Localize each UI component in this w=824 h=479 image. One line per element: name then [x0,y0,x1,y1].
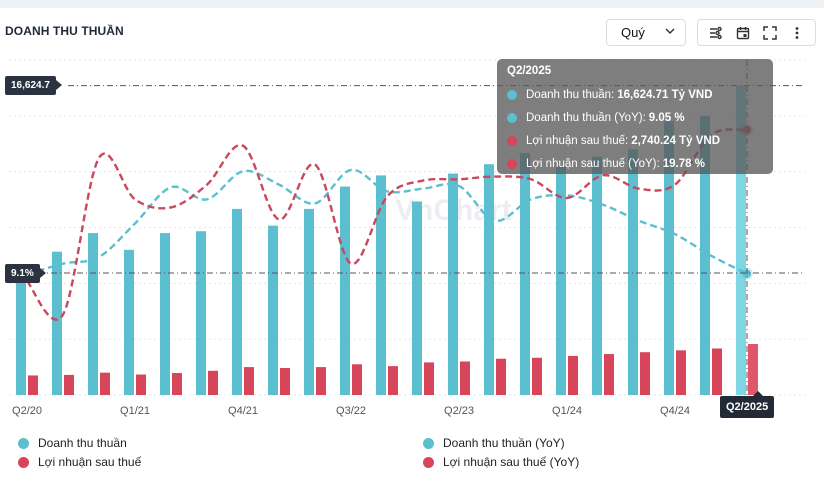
bar-profit [64,374,74,395]
legend-label: Lợi nhuận sau thuế (YoY) [443,455,580,469]
tooltip-row: Lợi nhuận sau thuế: 2,740.24 Tỷ VND [507,129,773,152]
bar-profit [388,366,398,395]
bar-profit [496,358,506,395]
x-tick-label: Q4/24 [660,405,690,417]
more-vertical-icon[interactable] [787,23,807,43]
settings-icon[interactable] [706,23,726,43]
legend-label: Doanh thu thuần [38,436,127,450]
line-revenue-yoy [26,168,748,276]
bar-profit [316,367,326,395]
bar-profit [424,362,434,395]
legend-item-profit[interactable]: Lợi nhuận sau thuế [18,455,141,469]
bar-revenue [628,149,638,395]
calendar-icon[interactable] [733,23,753,43]
chart-tooltip: Q2/2025 Doanh thu thuần: 16,624.71 Tỷ VN… [497,59,773,174]
bar-revenue [124,249,134,395]
fullscreen-icon[interactable] [760,23,780,43]
tooltip-value: 2,740.24 Tỷ VND [631,134,721,147]
x-tick-label: Q2/23 [444,405,474,417]
bar-revenue [232,208,242,395]
bar-revenue [304,208,314,395]
tooltip-dot [507,89,517,100]
crosshair-x-label: Q2/2025 [720,391,775,418]
bar-profit [748,344,758,395]
bar-revenue [592,156,602,395]
x-tick-label: Q1/24 [552,405,582,417]
bar-profit [712,348,722,395]
tooltip-value: 9.05 % [648,111,685,124]
tooltip-value: 19.78 % [662,157,705,170]
bar-revenue [160,233,170,395]
bar-profit [640,352,650,395]
x-axis-ticks: Q2/20 Q1/21 Q4/21 Q3/22 Q2/23 Q1/24 Q4/24 [12,405,690,417]
tooltip-label: Lợi nhuận sau thuế (YoY): [526,157,660,170]
bar-revenue [412,201,422,395]
bar-series [16,85,758,396]
bar-profit [568,355,578,395]
tooltip-dot [507,112,517,123]
bar-revenue [556,166,566,395]
bar-revenue [268,225,278,395]
bar-revenue [448,173,458,395]
x-tick-label: Q1/21 [120,405,150,417]
legend-item-revenue-yoy[interactable]: Doanh thu thuần (YoY) [423,436,565,450]
tooltip-value: 16,624.71 Tỷ VND [617,88,713,101]
reference-label-revenue: 16,624.7 [5,76,62,96]
bar-revenue [16,264,26,395]
bar-profit [352,364,362,395]
bar-profit [28,375,38,395]
bar-revenue [340,186,350,395]
tooltip-dot [507,158,517,169]
bar-revenue [700,115,710,395]
bar-revenue [664,121,674,396]
bar-profit [280,368,290,395]
bar-profit [172,373,182,395]
bar-revenue [376,175,386,395]
bar-revenue [88,233,98,395]
bar-profit [676,350,686,395]
tooltip-dot [507,135,517,146]
tooltip-label: Doanh thu thuần (YoY): [526,111,646,124]
bar-revenue [484,164,494,395]
bar-revenue [196,231,206,395]
bar-revenue [736,85,746,395]
tooltip-row: Doanh thu thuần (YoY): 9.05 % [507,106,773,129]
legend-swatch [18,456,29,468]
bar-profit [136,374,146,395]
legend-label: Doanh thu thuần (YoY) [443,436,565,450]
tooltip-row: Doanh thu thuần: 16,624.71 Tỷ VND [507,83,773,106]
chart-title: DOANH THU THUẦN [5,24,124,38]
legend-swatch [18,437,29,449]
legend-swatch [423,437,434,449]
chevron-down-icon [665,26,675,39]
top-strip [0,0,824,8]
x-tick-label: Q3/22 [336,405,366,417]
tooltip-label: Doanh thu thuần: [526,88,615,101]
bar-profit [460,361,470,395]
x-tick-label: Q2/20 [12,405,42,417]
legend-swatch [423,456,434,468]
bar-profit [244,367,254,395]
line-profit-yoy [26,128,748,321]
bar-profit [208,370,218,395]
bar-profit [100,372,110,395]
period-select[interactable]: Quý [606,19,686,46]
period-select-value: Quý [621,25,645,40]
legend-item-revenue[interactable]: Doanh thu thuần [18,436,127,450]
legend-item-profit-yoy[interactable]: Lợi nhuận sau thuế (YoY) [423,455,579,469]
bar-revenue [520,153,530,395]
chart-toolbar [697,19,816,46]
legend-label: Lợi nhuận sau thuế [38,455,142,469]
reference-label-yoy: 9.1% [5,263,46,283]
bar-profit [604,354,614,395]
tooltip-row: Lợi nhuận sau thuế (YoY): 19.78 % [507,152,773,175]
bar-profit [532,357,542,395]
tooltip-title: Q2/2025 [507,65,552,77]
bar-revenue [52,251,62,395]
x-tick-label: Q4/21 [228,405,258,417]
tooltip-label: Lợi nhuận sau thuế: [526,134,629,147]
